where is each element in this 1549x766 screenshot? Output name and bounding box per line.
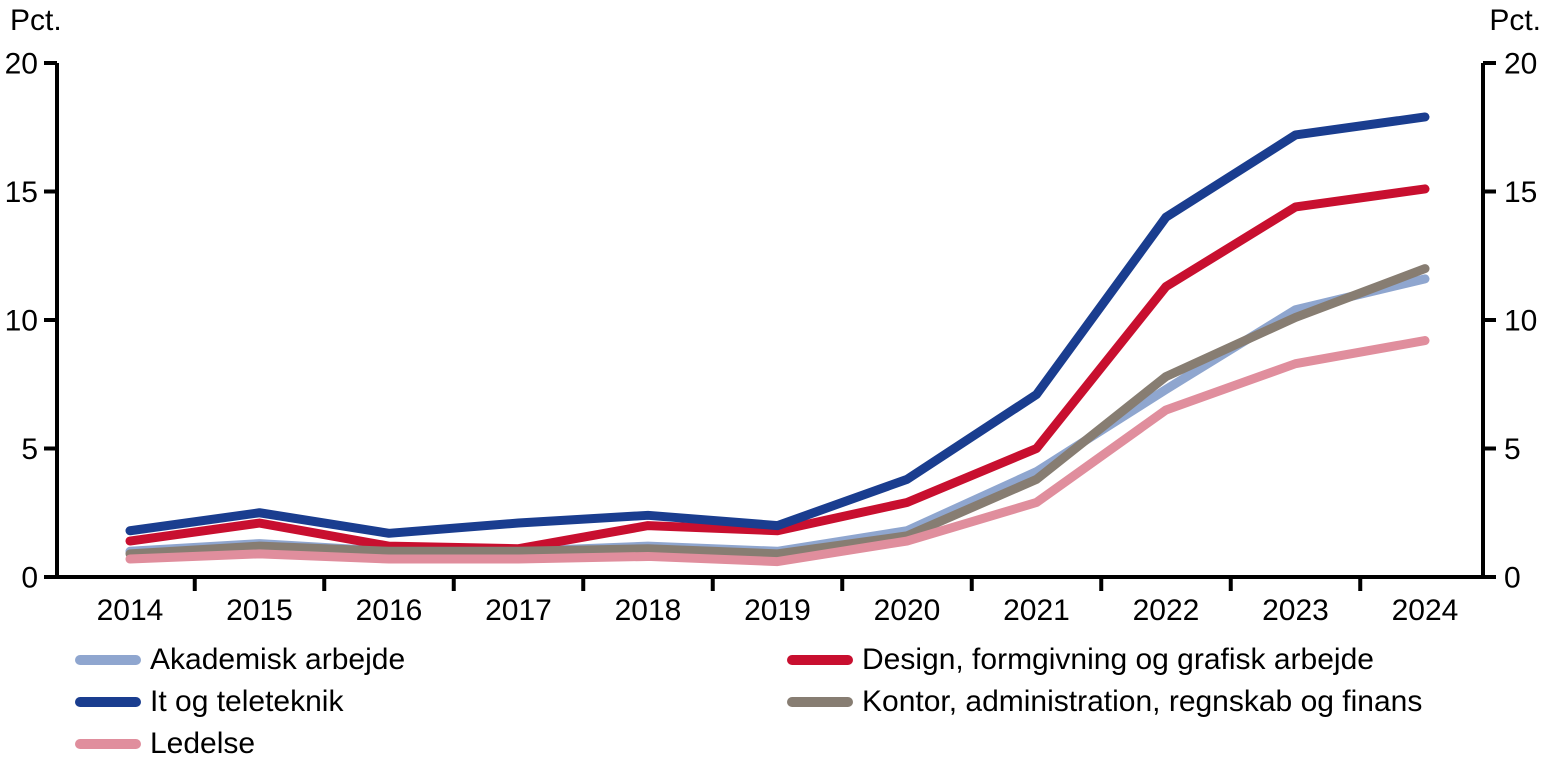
x-axis-tick-label: 2016 — [356, 594, 423, 627]
series-line-ledelse — [125, 336, 1430, 567]
x-axis-tick-label: 2017 — [485, 594, 552, 627]
y-axis-tick-label-left: 20 — [5, 48, 38, 81]
x-axis-tick-label: 2022 — [1133, 594, 1200, 627]
legend-label: Design, formgivning og grafisk arbejde — [862, 643, 1374, 676]
series-lines — [125, 112, 1430, 567]
y-axis-tick-label-left: 15 — [5, 176, 38, 209]
legend-swatch — [75, 739, 141, 749]
legend-item-akademisk-arbejde: Akademisk arbejde — [75, 643, 405, 677]
y-axis-tick-label-left: 5 — [21, 433, 38, 466]
x-axis-tick-label: 2014 — [97, 594, 164, 627]
series-line-kontor-administration-regnskab-og-finans — [125, 264, 1430, 559]
legend-label: Akademisk arbejde — [150, 643, 406, 676]
x-axis-tick-label: 2024 — [1392, 594, 1459, 627]
legend-item-kontor-administration-regnskab-og-finans: Kontor, administration, regnskab og fina… — [787, 685, 1422, 719]
series-line-it-og-teleteknik — [125, 112, 1430, 538]
x-axis-tick-label: 2019 — [744, 594, 811, 627]
y-axis-unit-left: Pct. — [10, 4, 62, 37]
axis-frame — [55, 63, 1485, 579]
y-axis-ticks: 0 0 5 5 10 10 15 15 20 20 — [5, 48, 1538, 595]
x-axis-tick-label: 2015 — [226, 594, 293, 627]
series-line-akademisk-arbejde — [125, 274, 1430, 556]
x-axis-tick-label: 2018 — [615, 594, 682, 627]
x-axis-tick-label: 2023 — [1262, 594, 1329, 627]
y-axis-tick-label-left: 10 — [5, 305, 38, 338]
x-axis-tick-label: 2020 — [874, 594, 941, 627]
legend-swatch — [787, 655, 853, 665]
series-line-design-formgivning-og-grafisk-arbejde — [125, 184, 1430, 554]
legend-item-design-formgivning-og-grafisk-arbejde: Design, formgivning og grafisk arbejde — [787, 643, 1374, 677]
legend-swatch — [75, 697, 141, 707]
legend-swatch — [787, 697, 853, 707]
x-axis-tick-label: 2021 — [1003, 594, 1070, 627]
y-axis-tick-label-left: 0 — [21, 562, 38, 595]
y-axis-tick-label-right: 0 — [1504, 562, 1521, 595]
legend-label: It og teleteknik — [150, 685, 344, 718]
y-axis-unit-right: Pct. — [1489, 4, 1541, 37]
x-axis-ticks: 2014 2015 2016 2017 2018 2019 2020 2021 2022 2023… — [97, 577, 1459, 627]
legend-item-ledelse: Ledelse — [75, 727, 255, 761]
legend-swatch — [75, 655, 141, 665]
y-axis-tick-label-right: 10 — [1504, 305, 1537, 338]
legend-item-it-og-teleteknik: It og teleteknik — [75, 685, 343, 719]
y-axis-tick-label-right: 15 — [1504, 176, 1537, 209]
legend-label: Ledelse — [150, 727, 256, 760]
y-axis-tick-label-right: 5 — [1504, 433, 1521, 466]
legend-label: Kontor, administration, regnskab og fina… — [862, 685, 1423, 718]
y-axis-tick-label-right: 20 — [1504, 48, 1537, 81]
